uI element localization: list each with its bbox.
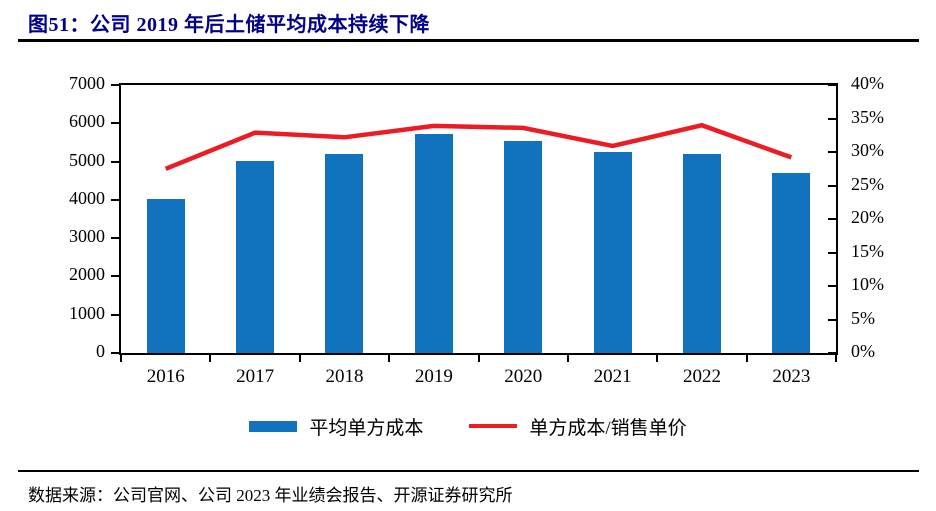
x-axis-category-label: 2020 (504, 366, 543, 387)
x-axis-category-label: 2022 (682, 366, 721, 387)
chart-plot-frame (119, 83, 838, 355)
right-axis-tick-label: 0% (851, 341, 875, 361)
left-axis-tick (111, 84, 119, 86)
chart-legend: 平均单方成本 单方成本/销售单价 (0, 408, 936, 444)
x-axis-tick (298, 355, 301, 362)
right-axis-tick (828, 84, 836, 86)
right-axis-tick (828, 352, 836, 354)
x-axis-tick (745, 355, 748, 362)
left-axis-tick-label: 4000 (69, 187, 105, 208)
right-axis-tick-label: 25% (851, 173, 884, 194)
x-axis-tick (656, 355, 659, 362)
left-axis-tick-label: 2000 (69, 264, 105, 285)
right-axis-tick-label: 10% (851, 274, 884, 294)
right-axis-tick (828, 151, 836, 153)
left-axis-tick-label: 5000 (69, 149, 105, 170)
right-axis-tick-label: 5% (851, 307, 875, 328)
x-axis-tick (566, 355, 569, 362)
right-axis-tick (828, 218, 836, 220)
left-axis-tick (111, 275, 119, 278)
left-axis-tick-label: 1000 (69, 302, 105, 323)
bar-2021 (593, 151, 632, 353)
right-axis-tick-label: 35% (851, 106, 884, 127)
right-axis-tick (828, 251, 836, 254)
legend-line-swatch (469, 424, 518, 428)
legend-bar-label: 平均单方成本 (309, 417, 424, 439)
title-underline (18, 39, 919, 42)
right-axis-tick-label: 15% (851, 240, 884, 261)
x-axis-tick (120, 355, 122, 362)
bar-2022 (682, 153, 721, 353)
right-axis-tick-label: 40% (851, 73, 884, 93)
x-axis-tick (209, 355, 212, 362)
source-divider (18, 470, 919, 472)
right-axis-tick (828, 318, 836, 321)
left-axis-tick (111, 198, 119, 201)
legend-item-line: 单方成本/销售单价 (469, 413, 687, 440)
left-axis-tick-label: 3000 (69, 226, 105, 247)
bar-2016 (146, 198, 185, 353)
chart-area: 0 1000 2000 3000 4000 5000 6000 7000 0% 5% 10% 15% 2… (69, 73, 884, 387)
legend-line-label: 单方成本/销售单价 (529, 417, 687, 439)
bar-2017 (236, 160, 275, 353)
x-axis-tick (835, 355, 837, 362)
left-axis-tick (111, 160, 119, 163)
left-axis-tick (111, 313, 119, 316)
left-axis-tick (111, 237, 119, 240)
left-axis-tick-label: 0 (96, 341, 105, 361)
left-axis-tick-label: 6000 (69, 111, 105, 132)
x-axis-category-label: 2018 (325, 366, 364, 387)
bar-2018 (325, 153, 364, 353)
x-axis-category-label: 2019 (414, 366, 453, 387)
ratio-line-path (164, 122, 793, 171)
left-axis-tick (111, 352, 119, 354)
x-axis-category-label: 2016 (146, 366, 185, 387)
x-axis-category-label: 2021 (593, 366, 632, 387)
right-axis-tick (828, 285, 836, 287)
legend-item-bar: 平均单方成本 (249, 413, 423, 440)
bar-2019 (414, 133, 453, 353)
bar-2023 (772, 173, 811, 353)
x-axis-tick (388, 355, 391, 362)
left-axis-tick (111, 122, 119, 125)
right-axis-tick (828, 117, 836, 120)
left-axis-tick-label: 7000 (69, 73, 105, 93)
right-axis-tick-label: 30% (851, 140, 884, 160)
x-axis-tick (477, 355, 480, 362)
source-note: 数据来源：公司官网、公司 2023 年业绩会报告、开源证券研究所 (28, 486, 513, 505)
x-axis-category-label: 2017 (236, 366, 275, 387)
figure-title: 图51：公司 2019 年后土储平均成本持续下降 (28, 14, 430, 36)
x-axis-category-label: 2023 (772, 366, 811, 387)
ratio-line-series (164, 122, 793, 171)
legend-bar-swatch (249, 420, 298, 432)
right-axis-tick (828, 184, 836, 187)
right-axis-tick-label: 20% (851, 207, 884, 227)
bar-2020 (504, 140, 543, 353)
